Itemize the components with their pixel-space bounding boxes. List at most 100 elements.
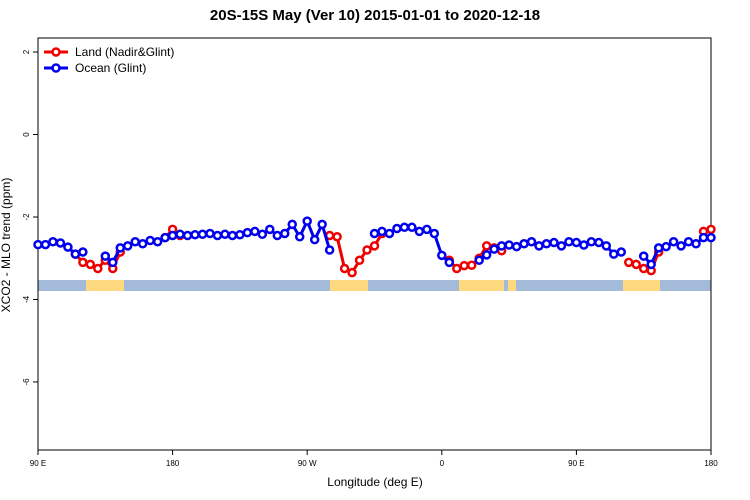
point: [698, 232, 709, 243]
point: [481, 250, 492, 260]
point: [564, 236, 574, 247]
x-axis-label: Longitude (deg E): [327, 475, 422, 489]
point: [534, 241, 544, 251]
legend-label: Land (Nadir&Glint): [75, 45, 174, 59]
x-tick-label: 90 E: [568, 459, 584, 468]
point: [122, 241, 133, 251]
point: [182, 230, 193, 241]
point: [160, 232, 170, 243]
point: [407, 222, 417, 233]
point: [594, 237, 604, 248]
point: [220, 229, 230, 240]
point: [444, 257, 455, 268]
point: [676, 241, 686, 251]
y-tick-label: 2: [22, 49, 31, 54]
point: [287, 219, 297, 230]
point: [339, 263, 350, 274]
point: [384, 228, 395, 239]
x-tick-label: 90 E: [30, 459, 46, 468]
point: [197, 229, 208, 240]
point: [661, 241, 671, 252]
point: [152, 236, 163, 247]
point: [392, 223, 402, 234]
point: [706, 232, 716, 243]
point: [362, 245, 372, 255]
point: [250, 226, 260, 237]
point: [265, 224, 275, 235]
point: [631, 259, 641, 270]
point: [377, 226, 387, 237]
point: [317, 219, 327, 230]
point: [616, 247, 627, 257]
point: [354, 255, 365, 266]
y-tick-label: -4: [22, 295, 31, 303]
point: [653, 243, 664, 253]
point: [212, 230, 223, 241]
point: [571, 237, 582, 248]
point: [422, 224, 432, 235]
point: [683, 236, 694, 247]
point: [280, 228, 290, 239]
legend-marker: [51, 47, 61, 57]
point: [496, 241, 507, 251]
point: [85, 259, 96, 270]
point: [638, 251, 649, 261]
point: [414, 226, 425, 237]
point: [474, 255, 484, 266]
point: [294, 232, 305, 242]
point: [227, 230, 238, 241]
point: [115, 243, 126, 253]
point: [691, 239, 701, 249]
point: [369, 241, 380, 251]
point: [549, 237, 559, 248]
y-axis-label: XCO2 - MLO trend (ppm): [0, 178, 13, 313]
point: [586, 236, 597, 247]
point: [137, 239, 148, 249]
y-tick-label: 0: [22, 132, 31, 137]
point: [302, 216, 312, 226]
point: [242, 227, 253, 238]
point: [504, 240, 514, 250]
point: [145, 235, 155, 246]
point: [437, 250, 447, 261]
point: [167, 230, 178, 241]
point: [40, 239, 51, 250]
chart-title: 20S-15S May (Ver 10) 2015-01-01 to 2020-…: [210, 7, 540, 24]
point: [78, 257, 88, 268]
point: [93, 263, 103, 274]
point: [429, 228, 440, 239]
legend-label: Ocean (Glint): [75, 61, 146, 75]
y-tick-label: -2: [22, 213, 31, 221]
point: [175, 229, 185, 240]
point: [347, 267, 357, 278]
point: [108, 257, 118, 268]
point: [399, 222, 410, 233]
point: [526, 236, 537, 247]
point: [48, 236, 58, 247]
point: [309, 234, 320, 245]
point: [541, 239, 552, 249]
point: [100, 251, 111, 261]
point: [369, 228, 380, 239]
x-tick-label: 90 W: [298, 459, 317, 468]
x-tick-label: 0: [440, 459, 445, 468]
point: [519, 239, 529, 249]
point: [332, 232, 342, 242]
point: [489, 244, 499, 254]
legend-marker: [51, 63, 61, 73]
point: [668, 236, 679, 247]
point: [638, 263, 649, 274]
point: [579, 240, 589, 250]
point: [646, 259, 656, 270]
point: [706, 224, 716, 235]
point: [481, 241, 492, 251]
point: [33, 239, 43, 250]
point: [190, 229, 200, 240]
point: [556, 241, 567, 251]
point: [452, 263, 462, 274]
point: [235, 229, 245, 240]
point: [601, 241, 612, 251]
point: [205, 228, 215, 239]
point: [511, 241, 522, 252]
